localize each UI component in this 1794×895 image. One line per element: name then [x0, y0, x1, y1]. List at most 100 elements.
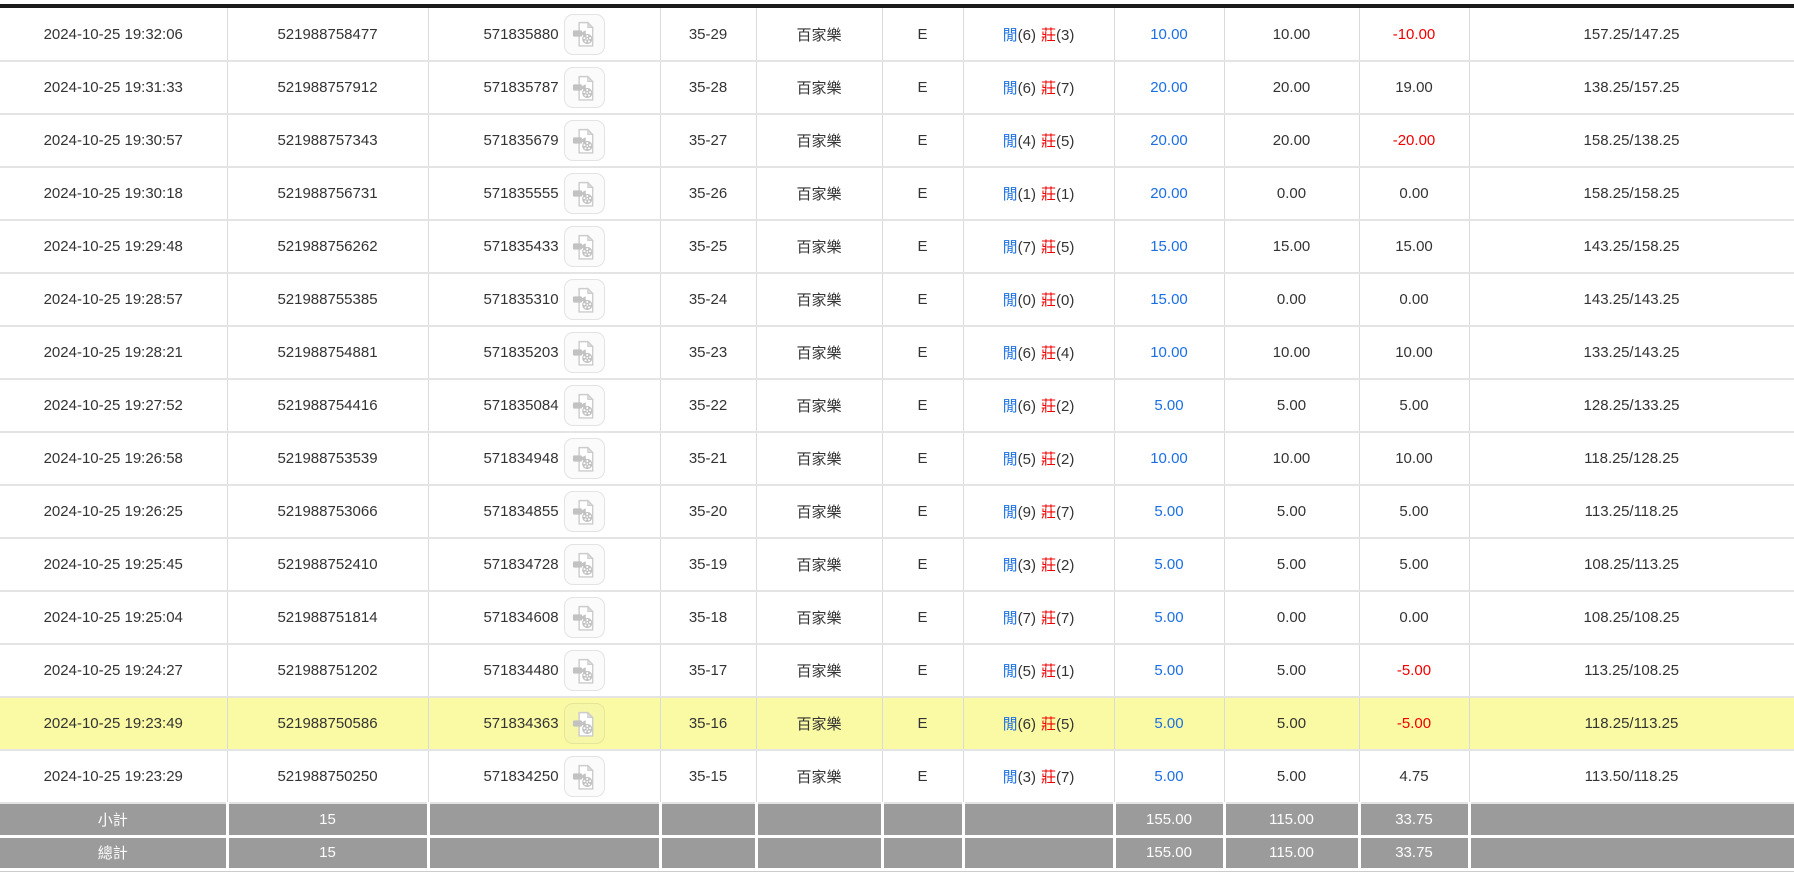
video-file-icon — [572, 286, 595, 313]
table-row[interactable]: 2024-10-25 19:23:29 521988750250 5718342… — [0, 750, 1794, 804]
summary-row: 總計 15 155.00 115.00 33.75 — [0, 836, 1794, 871]
cell-win-loss: 0.00 — [1359, 591, 1470, 645]
player-score: (6) — [1017, 716, 1036, 733]
video-replay-button[interactable] — [563, 544, 605, 585]
summary-body: 小計 15 155.00 115.00 33.75 總計 15 155.00 1… — [0, 803, 1794, 871]
video-replay-button[interactable] — [563, 279, 605, 320]
cell-table-code: E — [882, 538, 964, 592]
table-row[interactable]: 2024-10-25 19:25:04 521988751814 5718346… — [0, 591, 1794, 645]
table-row[interactable]: 2024-10-25 19:26:58 521988753539 5718349… — [0, 432, 1794, 486]
table-row[interactable]: 2024-10-25 19:23:49 521988750586 5718343… — [0, 697, 1794, 751]
table-row[interactable]: 2024-10-25 19:24:27 521988751202 5718344… — [0, 644, 1794, 698]
summary-cell-empty — [756, 836, 884, 871]
video-replay-button[interactable] — [563, 650, 605, 691]
table-row[interactable]: 2024-10-25 19:26:25 521988753066 5718348… — [0, 485, 1794, 539]
table-row[interactable]: 2024-10-25 19:30:18 521988756731 5718355… — [0, 167, 1794, 221]
cell-bet-time: 2024-10-25 19:26:25 — [0, 485, 228, 539]
cell-valid-amount: 10.00 — [1224, 326, 1360, 380]
cell-bet-time: 2024-10-25 19:29:48 — [0, 220, 228, 274]
table-row[interactable]: 2024-10-25 19:25:45 521988752410 5718347… — [0, 538, 1794, 592]
video-replay-button[interactable] — [563, 703, 605, 744]
cell-bet-id: 521988753066 — [227, 485, 429, 539]
video-replay-button[interactable] — [563, 226, 605, 267]
game-id-text: 571835880 — [483, 25, 559, 43]
table-row[interactable]: 2024-10-25 19:32:06 521988758477 5718358… — [0, 8, 1794, 62]
cell-result: 閒(9) 莊(7) — [963, 485, 1115, 539]
game-id-text: 571834728 — [483, 556, 559, 573]
game-id-text: 571835433 — [483, 238, 559, 255]
player-score: (6) — [1017, 345, 1036, 362]
cell-result: 閒(3) 莊(2) — [963, 538, 1115, 592]
cell-balance: 118.25/113.25 — [1469, 697, 1794, 751]
cell-game-type: 百家樂 — [756, 591, 883, 645]
video-replay-button[interactable] — [563, 332, 605, 373]
cell-balance: 133.25/143.25 — [1469, 326, 1794, 380]
records-body: 2024-10-25 19:32:06 521988758477 5718358… — [0, 8, 1794, 804]
game-id-text: 571834948 — [483, 450, 559, 467]
player-label: 閒 — [1002, 186, 1018, 203]
player-score: (0) — [1017, 292, 1036, 309]
table-row[interactable]: 2024-10-25 19:27:52 521988754416 5718350… — [0, 379, 1794, 433]
cell-round-number: 35-18 — [660, 591, 757, 645]
video-replay-button[interactable] — [563, 385, 605, 426]
cell-round-number: 35-26 — [660, 167, 757, 221]
video-replay-button[interactable] — [563, 491, 605, 532]
player-label: 閒 — [1002, 504, 1018, 521]
cell-round-number: 35-21 — [660, 432, 757, 486]
cell-game-type: 百家樂 — [756, 8, 883, 62]
cell-result: 閒(1) 莊(1) — [963, 167, 1115, 221]
table-row[interactable]: 2024-10-25 19:31:33 521988757912 5718357… — [0, 61, 1794, 115]
summary-cell-empty — [963, 803, 1116, 838]
cell-balance: 143.25/158.25 — [1469, 220, 1794, 274]
cell-table-code: E — [882, 114, 964, 168]
banker-label: 莊 — [1041, 133, 1057, 150]
cell-game-id: 571835433 — [428, 220, 661, 274]
video-replay-button[interactable] — [563, 120, 605, 161]
summary-cell-empty — [963, 836, 1116, 871]
cell-game-id: 571835310 — [428, 273, 661, 327]
cell-game-id: 571834363 — [428, 697, 661, 751]
video-replay-button[interactable] — [563, 756, 605, 797]
player-score: (4) — [1017, 133, 1036, 150]
player-score: (3) — [1017, 769, 1036, 786]
video-replay-button[interactable] — [563, 173, 605, 214]
video-replay-button[interactable] — [563, 597, 605, 638]
cell-game-id: 571835084 — [428, 379, 661, 433]
cell-round-number: 35-28 — [660, 61, 757, 115]
game-id-text: 571835084 — [483, 397, 559, 414]
banker-label: 莊 — [1041, 610, 1057, 627]
cell-round-number: 35-22 — [660, 379, 757, 433]
cell-game-type: 百家樂 — [756, 61, 883, 115]
table-row[interactable]: 2024-10-25 19:29:48 521988756262 5718354… — [0, 220, 1794, 274]
player-label: 閒 — [1002, 398, 1018, 415]
cell-bet-id: 521988751814 — [227, 591, 429, 645]
video-replay-button[interactable] — [563, 13, 605, 55]
cell-valid-amount: 0.00 — [1224, 167, 1360, 221]
cell-win-loss: 4.75 — [1359, 750, 1470, 804]
table-row[interactable]: 2024-10-25 19:28:21 521988754881 5718352… — [0, 326, 1794, 380]
cell-round-number: 35-24 — [660, 273, 757, 327]
player-label: 閒 — [1002, 610, 1018, 627]
banker-score: (5) — [1056, 716, 1075, 733]
player-score: (5) — [1017, 451, 1036, 468]
cell-game-type: 百家樂 — [756, 379, 883, 433]
player-label: 閒 — [1002, 292, 1018, 309]
player-label: 閒 — [1002, 345, 1018, 362]
cell-game-id: 571835555 — [428, 167, 661, 221]
video-replay-button[interactable] — [563, 438, 605, 479]
cell-game-type: 百家樂 — [756, 432, 883, 486]
cell-game-id: 571835787 — [428, 61, 661, 115]
cell-bet-time: 2024-10-25 19:25:04 — [0, 591, 228, 645]
table-row[interactable]: 2024-10-25 19:28:57 521988755385 5718353… — [0, 273, 1794, 327]
video-replay-button[interactable] — [563, 67, 605, 108]
cell-round-number: 35-27 — [660, 114, 757, 168]
banker-label: 莊 — [1041, 345, 1057, 362]
banker-label: 莊 — [1041, 239, 1057, 256]
cell-bet-amount: 20.00 — [1114, 61, 1225, 115]
table-row[interactable]: 2024-10-25 19:30:57 521988757343 5718356… — [0, 114, 1794, 168]
cell-bet-id: 521988754881 — [227, 326, 429, 380]
banker-label: 莊 — [1041, 26, 1057, 44]
cell-bet-id: 521988755385 — [227, 273, 429, 327]
cell-table-code: E — [882, 8, 964, 62]
cell-balance: 158.25/158.25 — [1469, 167, 1794, 221]
